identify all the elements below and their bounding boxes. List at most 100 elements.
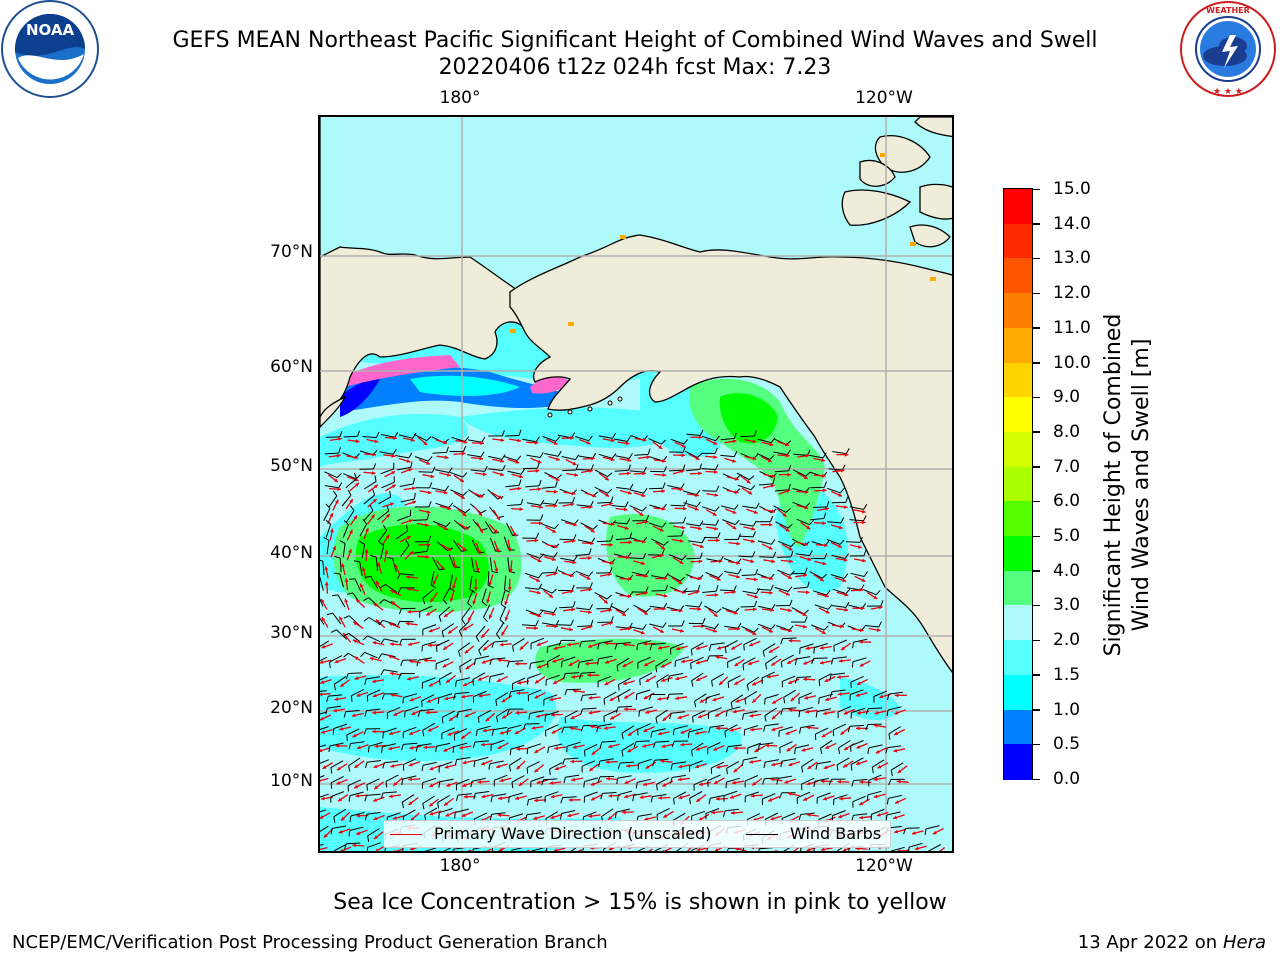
wind-barb	[744, 775, 759, 782]
wind-barb-feather	[560, 797, 564, 804]
wind-barb	[378, 496, 391, 505]
wind-barb	[724, 724, 738, 732]
wind-barb	[509, 792, 523, 798]
wind-barb-feather	[809, 519, 815, 526]
wave-direction-arrowhead	[841, 646, 845, 651]
wave-direction-arrowhead	[478, 693, 483, 698]
wind-barb	[673, 725, 688, 730]
svg-text:★ ★ ★: ★ ★ ★	[1213, 87, 1243, 97]
wind-barb	[615, 626, 630, 629]
wave-direction-arrowhead	[862, 558, 866, 563]
wave-direction-arrowhead	[626, 764, 630, 768]
wind-barb	[382, 743, 397, 748]
wind-barb	[475, 791, 490, 794]
wind-barb	[744, 690, 758, 699]
wind-barb-feather	[350, 695, 353, 702]
wind-barb-feather	[751, 551, 756, 558]
wind-barb	[510, 689, 525, 693]
wind-barb	[530, 847, 544, 851]
wave-direction-arrowhead	[715, 655, 720, 660]
wind-barb	[334, 843, 348, 851]
wave-direction-arrowhead	[716, 577, 721, 581]
wave-direction-arrowhead	[772, 715, 776, 720]
wave-direction-arrowhead	[408, 468, 413, 472]
wave-direction-arrowhead	[873, 723, 878, 728]
wind-barb-feather	[386, 557, 393, 559]
wave-direction-arrowhead	[410, 817, 415, 821]
wind-barb-feather	[670, 763, 673, 770]
wind-barb	[366, 811, 381, 815]
wave-direction-arrowhead	[681, 659, 685, 664]
wind-barb-feather	[762, 778, 765, 785]
wind-barb	[527, 743, 542, 749]
wind-barb	[672, 761, 687, 765]
wind-barb	[367, 828, 380, 837]
wave-direction-arrowhead	[389, 731, 393, 736]
wave-direction-arrowhead	[610, 438, 615, 443]
wind-barb	[925, 825, 940, 830]
wind-barb	[675, 656, 690, 662]
wind-barb	[634, 453, 649, 456]
wave-direction-arrowhead	[390, 590, 395, 594]
wind-barb-feather	[538, 610, 544, 616]
wind-barb-feather	[789, 570, 795, 576]
wind-barb	[540, 553, 555, 558]
wind-barb	[814, 643, 828, 649]
wind-barb-feather	[813, 781, 816, 788]
wave-direction-arrowhead	[337, 766, 341, 771]
wind-barb-feather	[783, 697, 786, 704]
wave-direction-arrow	[466, 849, 472, 851]
wave-direction-arrowhead	[663, 593, 668, 598]
wave-direction-arrowhead	[749, 760, 754, 764]
wave-direction-arrowhead	[322, 765, 327, 769]
wind-barb-feather	[779, 792, 783, 799]
wind-barb	[507, 557, 510, 572]
wind-barb-feather	[600, 793, 603, 800]
wind-barb-feather	[573, 555, 578, 562]
wind-barb-feather	[562, 758, 565, 765]
wave-direction-arrowhead	[536, 590, 541, 595]
wind-barb-feather	[701, 537, 706, 543]
wind-barb	[864, 625, 879, 628]
wave-direction-arrowhead	[730, 811, 735, 815]
wind-barb	[422, 761, 437, 766]
wind-barb	[324, 471, 338, 479]
wave-direction-arrowhead	[843, 557, 848, 562]
wave-direction-arrowhead	[801, 748, 806, 752]
wave-direction-arrowhead	[806, 813, 811, 817]
wind-barb-feather	[412, 433, 417, 439]
wind-barb-feather	[475, 636, 480, 643]
wind-barb-feather	[633, 741, 637, 748]
wind-barb-feather	[455, 680, 457, 687]
wind-barb	[545, 724, 559, 731]
wave-direction-arrowhead	[661, 489, 665, 494]
wave-direction-arrowhead	[461, 735, 466, 739]
wind-barb-feather	[617, 684, 620, 691]
wind-barb	[333, 808, 346, 818]
colorbar-segment	[1004, 605, 1032, 642]
wind-barb-feather	[369, 505, 374, 511]
wave-direction-arrowhead	[507, 587, 512, 591]
wave-direction-arrowhead	[657, 697, 662, 701]
wind-barb	[656, 777, 670, 785]
wave-direction-arrowhead	[680, 469, 685, 474]
wind-barb	[701, 624, 716, 630]
wave-direction-arrowhead	[641, 493, 646, 497]
wave-direction-arrowhead	[787, 472, 791, 477]
wave-direction-arrowhead	[515, 661, 519, 666]
wind-barb	[757, 540, 772, 545]
wave-direction-arrowhead	[516, 747, 520, 751]
wave-direction-arrowhead	[409, 697, 414, 702]
wind-barb	[457, 793, 472, 796]
wind-barb	[506, 522, 514, 536]
wind-barb-feather	[848, 847, 850, 851]
wave-direction-arrowhead	[788, 792, 792, 796]
wave-direction-arrowhead	[628, 577, 632, 581]
wave-direction-arrowhead	[519, 474, 523, 479]
wind-barb-feather	[480, 509, 487, 514]
wind-barb-feather	[617, 794, 619, 801]
wind-barb	[493, 726, 508, 731]
wind-barb	[649, 623, 663, 628]
wind-barb-feather	[588, 548, 592, 555]
wind-barb-feather	[571, 584, 575, 591]
